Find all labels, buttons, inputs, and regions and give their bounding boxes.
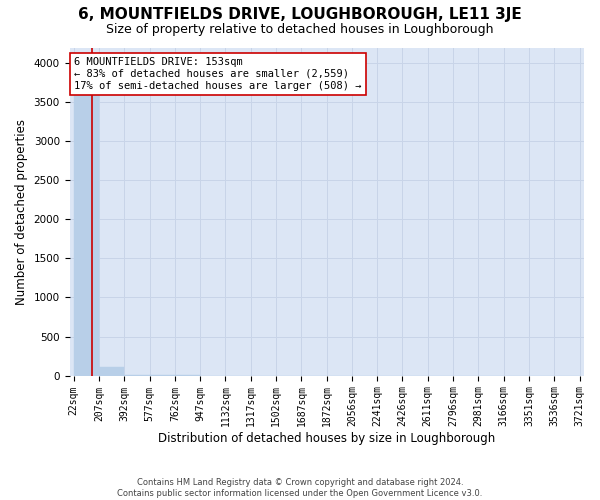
Text: Contains HM Land Registry data © Crown copyright and database right 2024.
Contai: Contains HM Land Registry data © Crown c… <box>118 478 482 498</box>
Text: Size of property relative to detached houses in Loughborough: Size of property relative to detached ho… <box>106 22 494 36</box>
Y-axis label: Number of detached properties: Number of detached properties <box>15 118 28 304</box>
Bar <box>99 367 124 376</box>
X-axis label: Distribution of detached houses by size in Loughborough: Distribution of detached houses by size … <box>158 432 495 445</box>
Bar <box>74 66 99 376</box>
Text: 6, MOUNTFIELDS DRIVE, LOUGHBOROUGH, LE11 3JE: 6, MOUNTFIELDS DRIVE, LOUGHBOROUGH, LE11… <box>78 8 522 22</box>
Text: 6 MOUNTFIELDS DRIVE: 153sqm
← 83% of detached houses are smaller (2,559)
17% of : 6 MOUNTFIELDS DRIVE: 153sqm ← 83% of det… <box>74 58 362 90</box>
